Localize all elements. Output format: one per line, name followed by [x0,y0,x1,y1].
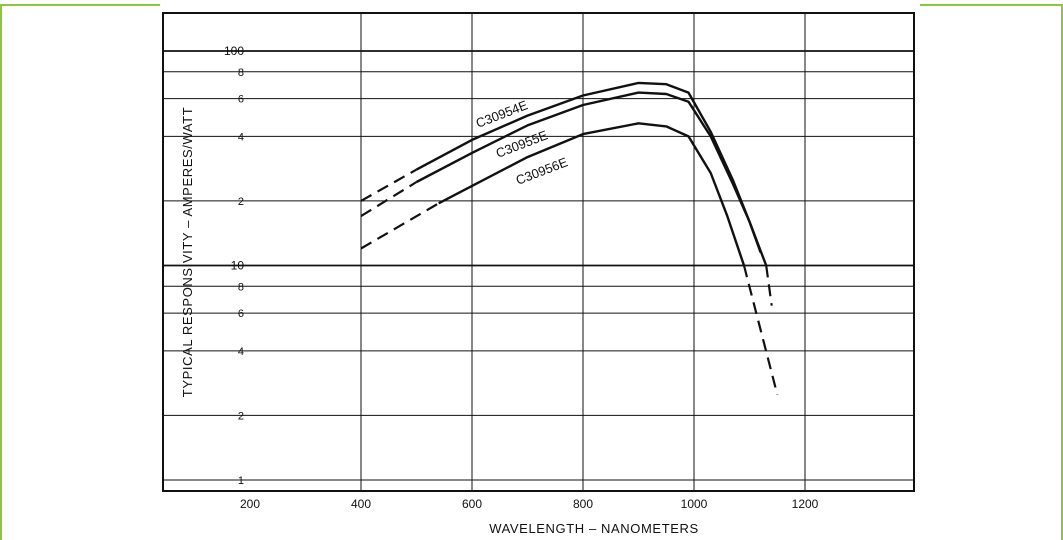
x-tick-label-4: 1000 [681,497,708,511]
y-tick-label-0: 1 [238,475,244,487]
x-tick-label-3: 800 [573,497,593,511]
series-1-dashed-segment [360,181,418,218]
y-tick-label-3: 6 [238,308,244,320]
y-tick-label-2: 4 [238,346,244,358]
frame-right-border [1061,4,1063,540]
y-axis-label: TYPICAL RESPONSIVITY – AMPERES/WATT [180,107,195,397]
y-tick-label-9: 8 [238,67,244,79]
y-tick-label-4: 8 [238,281,244,293]
y-tick-label-7: 4 [238,131,244,143]
series-2-dashed-segment [360,202,440,250]
series-0-line [415,81,768,266]
x-tick-labels: 200 400 600 800 1000 1200 [240,497,819,511]
frame-top-border-left [0,4,160,6]
grid [163,13,914,491]
plot-area-border [162,12,915,492]
x-axis-label: WAVELENGTH – NANOMETERS [489,521,699,536]
y-tick-label-1: 2 [238,410,244,422]
frame-left-border [0,4,2,540]
y-tick-label-8: 6 [238,94,244,106]
y-tick-labels: 1 2 4 6 8 10 2 4 6 8 100 [224,44,244,487]
x-tick-label-5: 1200 [792,497,819,511]
frame-top-border-right [920,4,1063,6]
series-2-tail-segment [742,265,779,395]
y-tick-label-6: 2 [238,196,244,208]
series-2-line [438,122,746,266]
x-tick-label-0: 200 [240,497,260,511]
x-tick-label-2: 600 [462,497,482,511]
series-1-label: C30955E [494,127,550,161]
series-1-line [415,91,762,253]
series-0-tail-segment [765,265,773,306]
x-tick-label-1: 400 [351,497,371,511]
y-tick-label-10: 100 [224,44,244,58]
series-0-dashed-segment [360,168,418,202]
y-tick-label-5: 10 [231,259,245,273]
